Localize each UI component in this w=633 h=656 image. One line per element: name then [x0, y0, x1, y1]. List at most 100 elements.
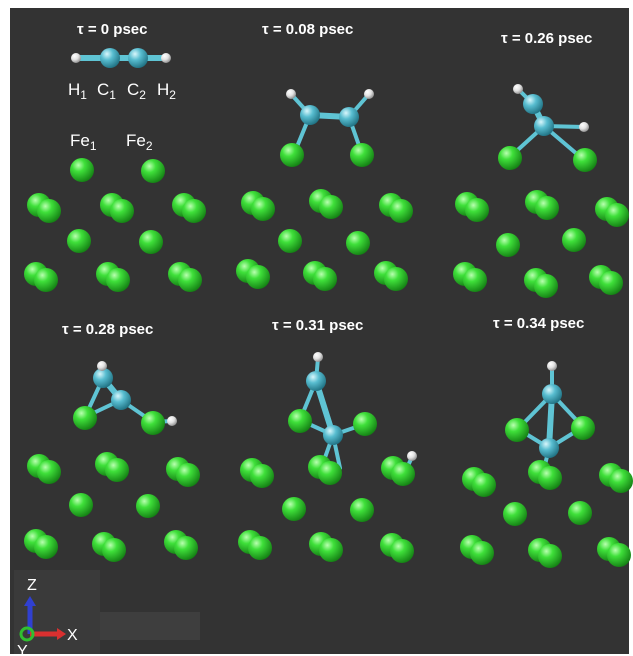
panel2-fe-bonded-1	[280, 143, 304, 167]
panel1-fe-pair-2-front	[110, 199, 134, 223]
panel5-fe-pair-5-front	[319, 538, 343, 562]
axes-indicator: Z X Y	[14, 570, 200, 656]
panel4-fe-atom-1	[69, 493, 93, 517]
panel4-fe-pair-4-front	[34, 535, 58, 559]
panel1-hydrogen-1	[71, 53, 81, 63]
panel2-fe-atom-1	[278, 229, 302, 253]
x-axis-label: X	[67, 627, 78, 644]
panel1-carbon-1	[100, 48, 120, 68]
panel6-fe-pair-5-front	[538, 544, 562, 568]
panel6-fe-pair-6-front	[607, 543, 631, 567]
panel6-carbon-1	[542, 384, 562, 404]
panel-label-5: τ = 0.31 psec	[272, 317, 363, 334]
panel4-fe-pair-5-front	[102, 538, 126, 562]
atom-label-c2: C2	[127, 80, 146, 102]
panel1-fe-pair-4-front	[34, 268, 58, 292]
panel6-carbon-2	[539, 438, 559, 458]
panel2-hydrogen-1	[286, 89, 296, 99]
panel1-fe-atom-4	[139, 230, 163, 254]
panel3-carbon-1	[523, 94, 543, 114]
y-axis-marker	[19, 626, 35, 642]
panel6-hydrogen-1	[547, 361, 557, 371]
panel1-fe-atom-1	[70, 158, 94, 182]
panel6-fe-bonded-1	[505, 418, 529, 442]
panel5-fe-pair-3-front	[391, 462, 415, 486]
panel-label-6: τ = 0.34 psec	[493, 315, 584, 332]
panel1-carbon-2	[128, 48, 148, 68]
panel1-fe-pair-3-front	[182, 199, 206, 223]
panel3-carbon-2	[534, 116, 554, 136]
panel-label-2: τ = 0.08 psec	[262, 21, 353, 38]
panel3-fe-bonded-1	[498, 146, 522, 170]
panel6-fe-pair-1-front	[472, 473, 496, 497]
panel-label-1: τ = 0 psec	[77, 21, 148, 38]
panel3-fe-pair-4-front	[463, 268, 487, 292]
panel5-hydrogen-1	[313, 352, 323, 362]
panel2-fe-pair-6-front	[384, 267, 408, 291]
panel3-fe-bonded-2	[573, 148, 597, 172]
panel3-fe-pair-6-front	[599, 271, 623, 295]
panel1-hydrogen-2	[161, 53, 171, 63]
atom-label-fe1: Fe1	[70, 131, 97, 153]
panel3-fe-pair-1-front	[465, 198, 489, 222]
panel6-fe-pair-4-front	[470, 541, 494, 565]
panel2-fe-pair-1-front	[251, 197, 275, 221]
panel4-fe-pair-6-front	[174, 536, 198, 560]
panel1-fe-pair-5-front	[106, 268, 130, 292]
panel4-hydrogen-1	[97, 361, 107, 371]
panel3-hydrogen-1	[513, 84, 523, 94]
panel1-fe-pair-1-front	[37, 199, 61, 223]
panel6-fe-pair-2-front	[538, 466, 562, 490]
panel5-fe-bonded-1	[288, 409, 312, 433]
panel5-hydrogen-2	[407, 451, 417, 461]
panel6-fe-atom-2	[568, 501, 592, 525]
panel3-fe-atom-2	[562, 228, 586, 252]
axes-indicator-strip	[100, 612, 200, 640]
panel2-fe-pair-3-front	[389, 199, 413, 223]
atom-label-c1: C1	[97, 80, 116, 102]
panel4-fe-atom-2	[136, 494, 160, 518]
atom-label-h1: H1	[68, 80, 87, 102]
panel5-fe-pair-4-front	[248, 536, 272, 560]
panel5-fe-pair-1-front	[250, 464, 274, 488]
panel-label-4: τ = 0.28 psec	[62, 321, 153, 338]
atom-label-fe2: Fe2	[126, 131, 153, 153]
panel1-fe-atom-2	[141, 159, 165, 183]
panel6-fe-pair-3-front	[609, 469, 633, 493]
panel4-carbon-2	[111, 390, 131, 410]
panel2-fe-pair-5-front	[313, 267, 337, 291]
panel6-fe-atom-1	[503, 502, 527, 526]
panel3-fe-pair-3-front	[605, 203, 629, 227]
panel2-carbon-2	[339, 107, 359, 127]
panel1-fe-atom-3	[67, 229, 91, 253]
y-axis-label: Y	[17, 643, 28, 656]
panel3-hydrogen-2	[579, 122, 589, 132]
panel3-fe-atom-1	[496, 233, 520, 257]
panel5-fe-atom-2	[350, 498, 374, 522]
panel5-fe-pair-6-front	[390, 539, 414, 563]
panel2-fe-bonded-2	[350, 143, 374, 167]
panel3-fe-pair-2-front	[535, 196, 559, 220]
atoms-layer	[24, 48, 633, 568]
panel5-fe-pair-2-front	[318, 461, 342, 485]
panel4-fe-pair-1-front	[37, 460, 61, 484]
panel5-carbon-1	[306, 371, 326, 391]
panel2-fe-pair-2-front	[319, 195, 343, 219]
panel4-fe-pair-2-front	[105, 458, 129, 482]
panel5-fe-bonded-2	[353, 412, 377, 436]
panel4-carbon-1	[93, 368, 113, 388]
panel-label-3: τ = 0.26 psec	[501, 30, 592, 47]
panel1-fe-pair-6-front	[178, 268, 202, 292]
z-axis-label: Z	[27, 577, 37, 594]
panel4-fe-pair-3-front	[176, 463, 200, 487]
atom-label-h2: H2	[157, 80, 176, 102]
panel6-fe-bonded-2	[571, 416, 595, 440]
x-axis-arrowhead	[57, 628, 66, 640]
panel2-hydrogen-2	[364, 89, 374, 99]
panel4-hydrogen-2	[167, 416, 177, 426]
panel5-carbon-2	[323, 425, 343, 445]
panel3-fe-pair-5-front	[534, 274, 558, 298]
panel4-fe-bonded-2	[141, 411, 165, 435]
panel2-carbon-1	[300, 105, 320, 125]
panel2-fe-pair-4-front	[246, 265, 270, 289]
